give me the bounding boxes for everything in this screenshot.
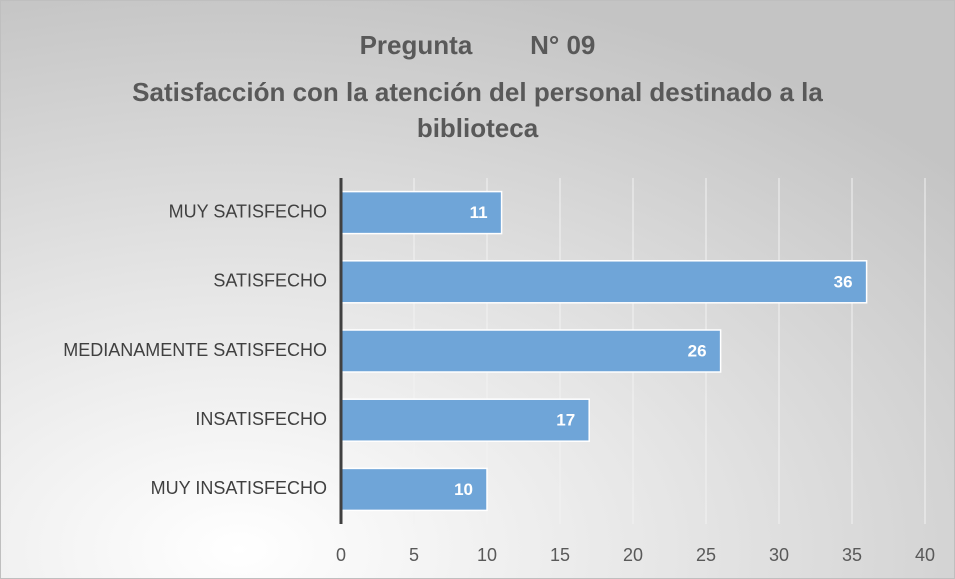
chart-title: Pregunta N° 09 [359, 30, 596, 60]
y-tick-label: MEDIANAMENTE SATISFECHO [63, 340, 327, 360]
data-label: 26 [688, 341, 707, 360]
x-tick-label: 0 [336, 545, 346, 565]
x-tick-label: 25 [696, 545, 716, 565]
data-label: 11 [470, 203, 488, 222]
x-tick-label: 15 [550, 545, 570, 565]
x-tick-label: 30 [769, 545, 789, 565]
data-label: 10 [454, 480, 473, 499]
bar [340, 398, 590, 442]
y-tick-label: MUY INSATISFECHO [151, 478, 327, 498]
data-label: 17 [556, 411, 575, 430]
bar [340, 260, 868, 304]
chart-subtitle: Satisfacción con la atención del persona… [132, 77, 831, 143]
x-tick-label: 35 [842, 545, 862, 565]
x-tick-label: 20 [623, 545, 643, 565]
x-tick-label: 10 [477, 545, 497, 565]
y-tick-label: MUY SATISFECHO [169, 201, 327, 221]
x-tick-label: 40 [915, 545, 935, 565]
y-tick-label: SATISFECHO [213, 271, 327, 291]
y-tick-label: INSATISFECHO [195, 409, 327, 429]
bar [340, 467, 488, 512]
data-label: 36 [834, 272, 853, 291]
x-tick-label: 5 [409, 545, 419, 565]
bar [340, 329, 722, 373]
